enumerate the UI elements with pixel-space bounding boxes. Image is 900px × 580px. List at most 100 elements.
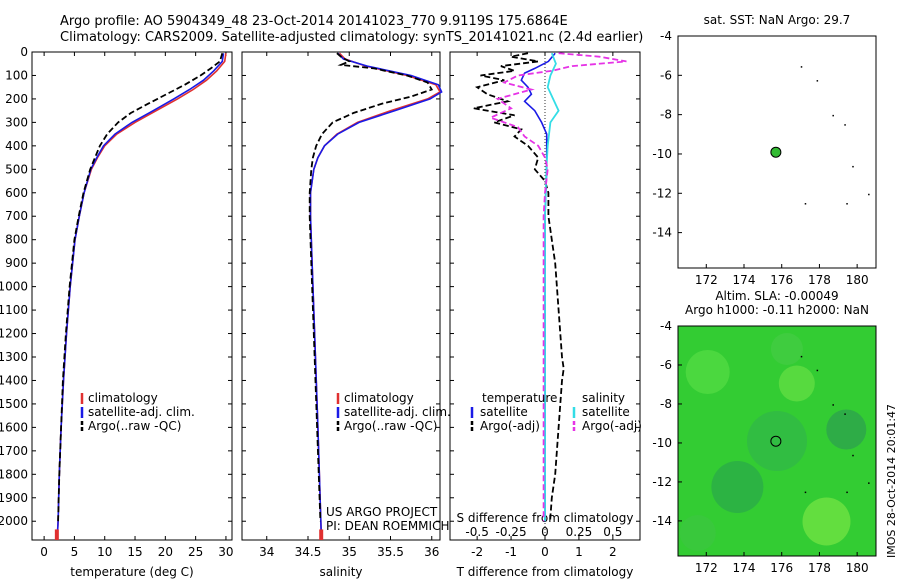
sla-map-island [816,369,819,372]
salinity-legend-entry: Argo(..raw -QC) [344,419,437,433]
temperature-ytick-label: 500 [5,162,28,176]
temperature-argo-line [57,52,224,522]
sst-map-ytick-label: -6 [660,68,672,82]
difference-xtick-label: 0 [541,545,549,559]
sla-map-island [800,355,803,358]
sst-map-ytick-label: -4 [660,29,672,43]
sla-map-island [852,454,854,457]
sla-map-anomaly-blob [711,461,764,513]
difference-stick-label: 0 [541,525,549,539]
temperature-legend-entry: Argo(..raw -QC) [88,419,181,433]
temperature-ytick-label: 800 [5,233,28,247]
temperature-ytick-label: 1800 [0,467,28,481]
sst-map-title: sat. SST: NaN Argo: 29.7 [704,13,851,27]
sla-map-anomaly-blob [778,365,815,402]
difference-stick-label: 0.5 [603,525,622,539]
difference-xlabel: T difference from climatology [456,565,634,579]
sla-map-anomaly-blob [679,515,716,551]
temperature-sat-line [56,53,225,534]
difference-legend-entry-sal: satellite [582,405,630,419]
sst-map-xtick-label: 176 [770,273,793,287]
sla-map-xtick-label: 178 [808,561,831,575]
temperature-ytick-label: 100 [5,68,28,82]
sst-map-island [804,203,807,205]
sst-map-float-marker [770,146,782,158]
sst-map-xtick-label: 178 [808,273,831,287]
sla-map-island [846,491,848,494]
sla-map-island [868,482,870,484]
temperature-ytick-label: 1500 [0,397,28,411]
sst-map-xtick-label: 180 [846,273,869,287]
sst-map-ytick-label: -10 [652,147,672,161]
sla-map-anomaly-blob [747,411,807,471]
temperature-ytick-label: 600 [5,186,28,200]
pi-label: PI: DEAN ROEMMICH [326,519,449,533]
temperature-xtick-label: 15 [127,545,142,559]
salinity-legend-entry: satellite-adj. clim. [344,405,451,419]
sla-map-xtick-label: 172 [695,561,718,575]
temperature-ytick-label: 2000 [0,514,28,528]
sst-map-axes [677,35,877,269]
difference-stick-label: -0.5 [465,525,488,539]
sst-map-island [832,114,834,117]
temperature-legend-entry: climatology [88,391,158,405]
sla-map-anomaly-blob [826,409,867,450]
salinity-xtick-label: 34.5 [295,545,322,559]
temperature-xtick-label: 30 [218,545,233,559]
sst-map-ytick-label: -8 [660,108,672,122]
project-label: US ARGO PROJECT [326,505,438,519]
difference-stick-label: -0.25 [496,525,527,539]
sla-map-ytick-label: -4 [660,319,672,333]
difference-legend-entry-temp: satellite [480,405,528,419]
temperature-ytick-label: 1000 [0,280,28,294]
temperature-axes [31,51,233,541]
temperature-xtick-label: 0 [40,545,48,559]
salinity-xtick-label: 34 [259,545,274,559]
temperature-xlabel: temperature (deg C) [70,565,193,579]
sla-map-anomaly-blob [802,497,851,546]
sla-map-axes [677,325,877,557]
temperature-ytick-label: 1900 [0,491,28,505]
profile-header: Argo profile: AO 5904349_48 23-Oct-2014 … [60,14,568,29]
temperature-ytick-label: 1600 [0,420,28,434]
temperature-ytick-label: 300 [5,115,28,129]
temperature-xtick-label: 20 [158,545,173,559]
sla-map-xtick-label: 174 [733,561,756,575]
temperature-xtick-label: 25 [188,545,203,559]
sla-map-island [832,404,834,406]
difference-stick-label: 0.25 [566,525,593,539]
t-argo-line [473,52,565,522]
temperature-ytick-label: 1400 [0,373,28,387]
difference-xtick-label: -1 [505,545,517,559]
sla-map-subtitle: Argo h1000: -0.11 h2000: NaN [685,303,869,317]
temperature-ytick-label: 200 [5,92,28,106]
sst-map-island [816,80,819,82]
salinity-xlabel: salinity [319,565,362,579]
temperature-ytick-label: 1200 [0,327,28,341]
temperature-xtick-label: 5 [71,545,79,559]
temperature-ytick-label: 700 [5,209,28,223]
sla-map-anomaly-blob [685,350,730,394]
sla-map-island [804,491,807,494]
difference-xtick-label: -2 [471,545,483,559]
temperature-ytick-label: 1700 [0,444,28,458]
difference-xtick-label: 1 [575,545,583,559]
sst-map-island [852,165,854,168]
sla-map-xtick-label: 176 [770,561,793,575]
sla-map-ytick-label: -14 [652,514,672,528]
temperature-xtick-label: 10 [97,545,112,559]
climatology-header: Climatology: CARS2009. Satellite-adjuste… [60,30,644,45]
sla-map-float-marker [770,435,782,447]
difference-legend-entry-temp: Argo(-adj) [480,419,540,433]
s-satellite-line [544,52,560,522]
salinity-bottom-marker [319,529,324,540]
sst-map-xtick-label: 174 [733,273,756,287]
sst-map-xtick-label: 172 [695,273,718,287]
salinity-argo-line [308,52,434,522]
temperature-ytick-label: 1300 [0,350,28,364]
temperature-clim-line [56,53,227,534]
s-argo-line [488,52,627,522]
sla-map-island [844,413,846,415]
difference-legend-title-temp: temperature [482,391,557,405]
salinity-xtick-label: 35 [342,545,357,559]
